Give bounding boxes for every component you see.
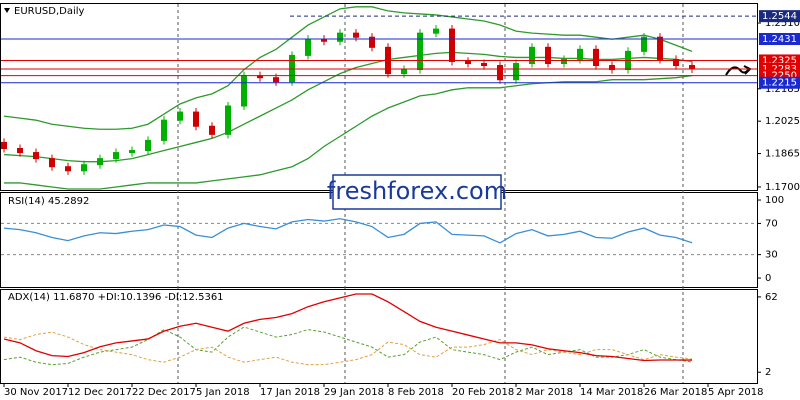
adx-panel-frame <box>0 289 758 384</box>
level-label: 1.2215 <box>762 78 797 89</box>
candle-body <box>209 125 215 135</box>
series-line <box>3 326 693 366</box>
candle-body <box>673 58 679 67</box>
series-line <box>4 75 693 190</box>
candle-body <box>353 32 359 38</box>
y-tick-label: 2 <box>765 367 771 378</box>
level-label: 1.2325 <box>762 55 797 66</box>
candle-body <box>1 141 7 150</box>
candle-body <box>65 166 71 172</box>
series-line <box>3 218 693 244</box>
candle-body <box>33 152 39 160</box>
candle-body <box>369 36 375 48</box>
x-tick-label: 26 Mar 2018 <box>644 387 707 398</box>
candle-body <box>17 148 23 154</box>
symbol-title: EURUSD,Daily <box>14 6 85 17</box>
y-tick-label: 1.1700 <box>765 182 800 193</box>
x-tick-label: 20 Feb 2018 <box>452 387 514 398</box>
candle-body <box>545 46 551 65</box>
candle-body <box>241 75 247 107</box>
x-tick-label: 8 Feb 2018 <box>388 387 444 398</box>
x-tick-label: 5 Jan 2018 <box>196 387 250 398</box>
candle-body <box>337 32 343 42</box>
candle-body <box>513 63 519 81</box>
candle-body <box>305 38 311 56</box>
candle-body <box>97 158 103 166</box>
x-tick-label: 14 Mar 2018 <box>580 387 643 398</box>
candle-body <box>561 58 567 65</box>
candle-body <box>113 152 119 160</box>
x-tick-label: 22 Dec 2017 <box>132 387 196 398</box>
candle-body <box>689 65 695 70</box>
candle-body <box>193 111 199 127</box>
candle-body <box>529 46 535 65</box>
candle-body <box>433 28 439 34</box>
series-line <box>3 6 693 130</box>
candle-body <box>465 60 471 65</box>
candle-body <box>417 32 423 71</box>
level-label: 1.2283 <box>762 64 797 75</box>
x-tick-label: 29 Jan 2018 <box>324 387 384 398</box>
candle-body <box>497 65 503 81</box>
y-tick-label: 62 <box>765 292 778 303</box>
x-tick-label: 12 Dec 2017 <box>68 387 132 398</box>
y-tick-label: 30 <box>765 250 778 261</box>
y-tick-label: 0 <box>765 273 771 284</box>
candle-body <box>657 36 663 60</box>
candle-body <box>161 119 167 141</box>
y-tick-label: 100 <box>765 195 784 206</box>
candle-body <box>81 164 87 172</box>
level-label: 1.2544 <box>762 11 797 22</box>
level-label-box <box>759 76 800 89</box>
candle-body <box>177 111 183 121</box>
candle-body <box>273 77 279 83</box>
candle-body <box>401 69 407 75</box>
level-label: 1.2250 <box>762 71 797 82</box>
candle-body <box>145 139 151 152</box>
series-line <box>3 293 693 362</box>
y-tick-label: 1.2025 <box>765 116 800 127</box>
adx-title: ADX(14) 11.6870 +DI:10.1396 -DI:12.5361 <box>8 292 224 303</box>
rsi-title: RSI(14) 45.2892 <box>8 196 89 207</box>
x-tick-label: 17 Jan 2018 <box>260 387 320 398</box>
watermark-box <box>332 174 502 210</box>
y-tick-label: 1.1865 <box>765 149 800 160</box>
y-tick-label: 1.2510 <box>765 18 800 29</box>
symbol-icon <box>4 8 10 13</box>
candle-body <box>449 28 455 62</box>
watermark: freshforex.com <box>327 177 507 205</box>
level-label-box <box>759 54 800 67</box>
x-tick-label: 2 Mar 2018 <box>516 387 573 398</box>
candle-body <box>321 38 327 42</box>
level-label: 1.2431 <box>762 34 797 45</box>
level-label-box <box>759 33 800 46</box>
candle-body <box>609 65 615 71</box>
candle-body <box>49 158 55 168</box>
level-label-box <box>759 10 800 23</box>
series-line <box>3 331 693 366</box>
candle-body <box>593 48 599 67</box>
candle-body <box>641 36 647 52</box>
candle-body <box>129 150 135 154</box>
x-tick-label: 5 Apr 2018 <box>708 387 763 398</box>
x-tick-label: 30 Nov 2017 <box>4 387 68 398</box>
candle-body <box>481 63 487 67</box>
y-tick-label: 70 <box>765 218 778 229</box>
candle-body <box>225 105 231 135</box>
y-tick-label: 1.2185 <box>765 84 800 95</box>
candle-body <box>577 48 583 60</box>
